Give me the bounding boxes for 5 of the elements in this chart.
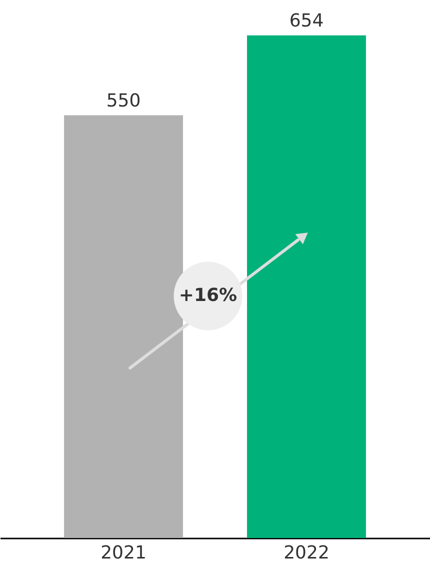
annotation: +16% [178, 285, 238, 306]
data-label: 550 [106, 90, 141, 112]
x-tick-label: 2021 [100, 542, 146, 562]
x-tick-label: 2022 [284, 542, 330, 562]
data-label: 654 [289, 10, 324, 32]
